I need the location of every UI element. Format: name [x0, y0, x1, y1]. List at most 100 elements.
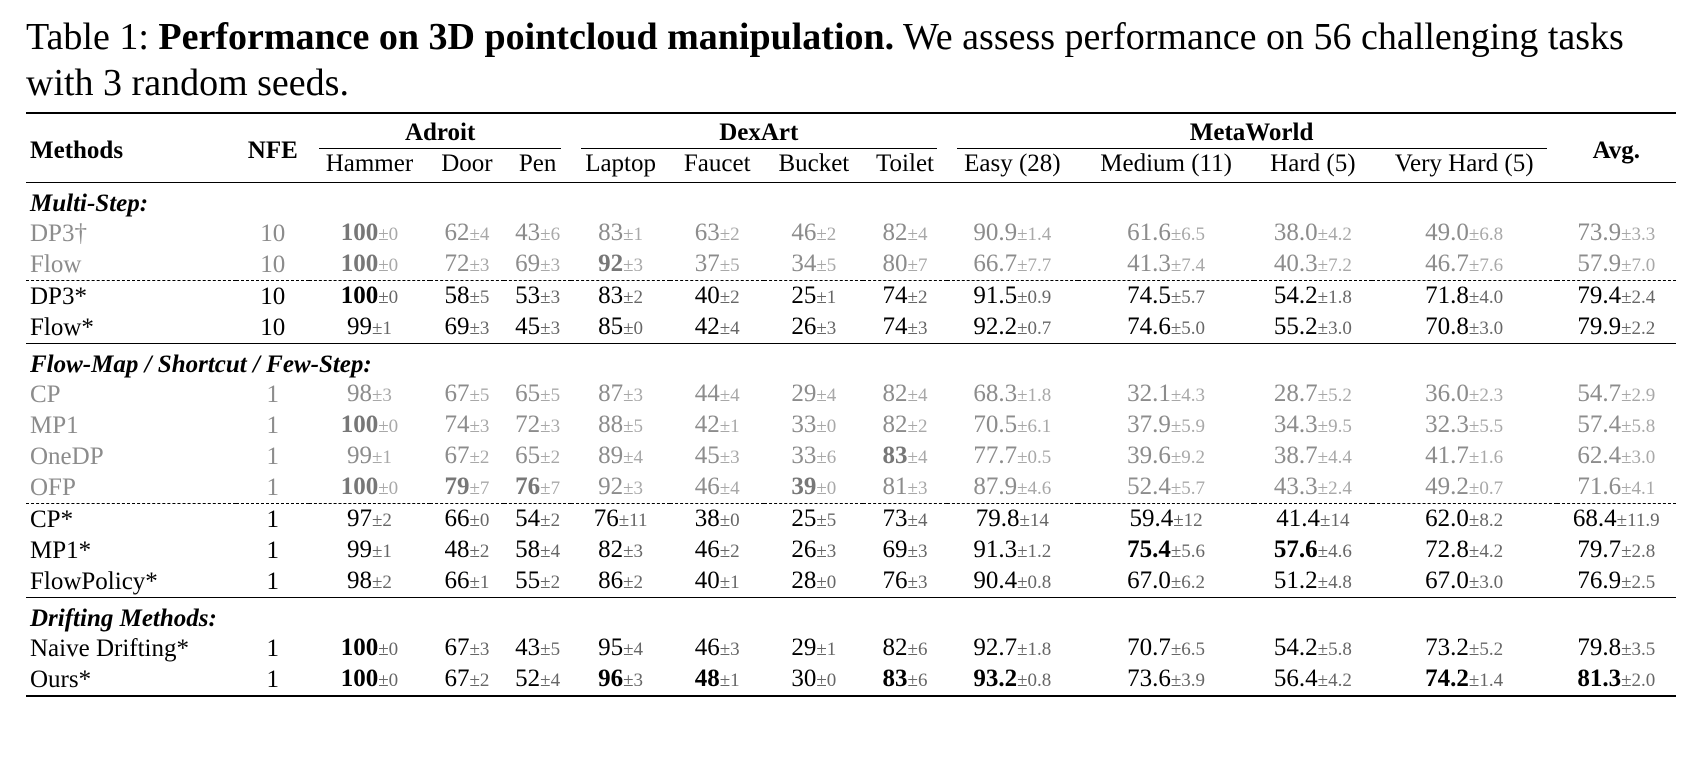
score-std: ±0	[378, 670, 399, 691]
score-std: ±14	[1019, 510, 1049, 531]
score-mean: 83	[598, 282, 624, 309]
score-std: ±2.3	[1468, 385, 1504, 406]
score-mean: 74	[882, 282, 908, 309]
score-mean: 54	[515, 505, 541, 532]
score-mean: 98	[346, 567, 372, 594]
score-cell: 66±0	[429, 503, 505, 535]
score-mean: 68.4	[1572, 505, 1617, 532]
score-mean: 41.4	[1276, 505, 1321, 532]
score-mean: 69	[444, 313, 470, 340]
score-cell: 57.9±7.0	[1557, 249, 1676, 281]
score-std: ±1	[719, 416, 740, 437]
score-mean: 68.3	[973, 380, 1018, 407]
score-std: ±1	[719, 670, 740, 691]
score-cell: 92.2±0.7	[947, 312, 1079, 344]
method-name: MP1*	[30, 537, 92, 564]
score-std: ±2	[719, 224, 740, 245]
score-cell: 46±4	[670, 472, 764, 504]
score-cell: 67±2	[429, 664, 505, 697]
score-cell: 37±5	[670, 249, 764, 281]
score-mean: 54.2	[1273, 282, 1318, 309]
score-cell: 66±1	[430, 566, 505, 598]
score-cell: 76±11	[570, 503, 671, 535]
score-std: ±5.8	[1317, 639, 1352, 660]
table-row: DP3* 10 100±0 58±5 53±3 83±2 40±2 25±1 74±2 91.5±…	[26, 280, 1676, 312]
score-std: ±3	[469, 318, 490, 339]
score-mean: 74.5	[1127, 282, 1171, 309]
score-std: ±3	[907, 478, 928, 499]
score-std: ±0.5	[1017, 447, 1052, 468]
score-cell: 99±1	[309, 535, 429, 566]
score-cell: 46±2	[670, 535, 764, 566]
score-std: ±3	[719, 639, 740, 660]
score-cell: 40.3±7.2	[1254, 249, 1372, 281]
score-cell: 72±3	[504, 410, 571, 441]
score-std: ±6.5	[1170, 224, 1206, 245]
score-mean: 25	[791, 505, 817, 532]
score-std: ±0	[623, 318, 644, 339]
score-mean: 44	[694, 380, 720, 407]
score-std: ±0	[469, 510, 490, 531]
table-row: Flow 10 100±0 72±3 69±3 92±3 37±5 34±5 80±7 66.7±…	[26, 249, 1676, 281]
score-std: ±1.8	[1017, 639, 1052, 660]
score-cell: 69±3	[863, 535, 946, 566]
score-cell: 59.4±12	[1078, 503, 1255, 535]
header-row-groups: Methods NFE Adroit DexArt MetaWorld Avg.	[26, 113, 1676, 164]
score-std: ±3	[907, 572, 928, 593]
score-mean: 67	[444, 442, 470, 469]
score-std: ±1.8	[1317, 287, 1352, 308]
header-group-adroit: Adroit	[309, 113, 571, 149]
score-std: ±11.9	[1616, 510, 1660, 531]
score-cell: 82±6	[863, 633, 946, 664]
score-std: ±4.2	[1317, 670, 1352, 691]
score-mean: 73.6	[1127, 665, 1171, 692]
score-mean: 76.9	[1577, 567, 1622, 594]
score-cell: 74.5±5.7	[1078, 280, 1255, 312]
score-std: ±0	[378, 639, 399, 660]
caption-text: We assess performance on 56 challenging …	[26, 16, 1624, 104]
score-std: ±4	[623, 639, 644, 660]
score-cell: 92±3	[571, 249, 670, 281]
score-mean: 67.0	[1127, 567, 1171, 594]
score-mean: 70.8	[1425, 313, 1469, 340]
method-name: Naive Drifting*	[30, 635, 189, 662]
score-mean: 59.4	[1129, 505, 1174, 532]
header-group-metaworld: MetaWorld	[947, 113, 1557, 149]
score-mean: 67	[444, 665, 470, 692]
score-std: ±6	[540, 224, 561, 245]
score-std: ±1	[371, 447, 392, 468]
score-std: ±2	[540, 447, 561, 468]
score-cell: 67±3	[430, 633, 505, 664]
header-column: Bucket	[778, 150, 850, 177]
score-cell: 75.4±5.6	[1078, 535, 1254, 566]
score-cell: 72.8±4.2	[1372, 535, 1557, 566]
score-cell: 52.4±5.7	[1078, 472, 1254, 504]
score-mean: 30	[791, 665, 817, 692]
score-cell: 36.0±2.3	[1372, 379, 1557, 410]
score-mean: 52	[515, 665, 541, 692]
nfe-value: 1	[236, 503, 310, 535]
score-mean: 40	[694, 282, 720, 309]
header-column: Laptop	[585, 150, 657, 177]
score-cell: 82±4	[863, 379, 946, 410]
header-column: Toilet	[876, 150, 934, 177]
score-mean: 71.6	[1577, 473, 1622, 500]
score-mean: 99	[346, 442, 372, 469]
score-std: ±7	[907, 255, 928, 276]
score-mean: 40	[694, 567, 720, 594]
score-mean: 99	[346, 536, 372, 563]
score-cell: 34.3±9.5	[1254, 410, 1372, 441]
score-mean: 32.3	[1425, 411, 1469, 438]
score-mean: 38	[694, 505, 720, 532]
score-mean: 43	[515, 634, 541, 661]
score-cell: 41.7±1.6	[1372, 441, 1557, 472]
header-column: Hammer	[325, 150, 414, 177]
table-row: OFP 1 100±0 79±7 76±7 92±3 46±4 39±0 81±3 87.9±4.…	[26, 472, 1676, 504]
score-std: ±4.6	[1017, 478, 1052, 499]
score-cell: 81.3±2.0	[1556, 664, 1676, 697]
score-mean: 72	[515, 411, 541, 438]
score-mean: 82	[882, 411, 908, 438]
score-cell: 43.3±2.4	[1254, 472, 1372, 504]
score-mean: 66	[444, 567, 470, 594]
score-cell: 63±2	[670, 218, 764, 249]
